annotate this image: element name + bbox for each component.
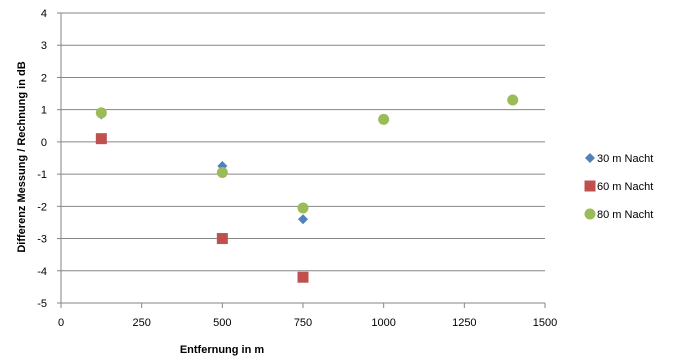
y-tick-label: 2 (41, 72, 47, 84)
x-axis-title: Entfernung in m (180, 344, 265, 356)
data-point (507, 94, 519, 106)
y-tick-label: -2 (37, 201, 47, 213)
data-point (298, 214, 308, 225)
legend-marker (584, 180, 596, 192)
series-80-m-nacht (95, 94, 519, 214)
x-tick-label: 0 (58, 317, 64, 329)
data-point (216, 233, 228, 245)
y-axis-title: Differenz Messung / Rechnung in dB (16, 61, 28, 252)
series-60-m-nacht (95, 133, 309, 283)
axis-layer: -5 -4 -3 -2 -1 0 1 2 3 4 0 250 500 750 1000 1250 1500 (37, 8, 557, 329)
legend-label: 60 m Nacht (597, 181, 653, 193)
y-tick-label: -4 (37, 266, 47, 278)
series-30-m-nacht (96, 109, 308, 225)
x-tick-label: 1500 (533, 317, 557, 329)
data-point (378, 113, 390, 125)
legend-marker (584, 208, 596, 220)
y-tick-label: 4 (41, 8, 47, 20)
x-tick-label: 250 (132, 317, 150, 329)
data-point (216, 167, 228, 178)
points-layer (95, 94, 519, 283)
y-tick-label: -5 (37, 298, 47, 310)
y-tick-label: -3 (37, 234, 47, 246)
legend-marker (585, 153, 595, 163)
legend-label: 30 m Nacht (597, 153, 653, 165)
y-tick-label: 1 (41, 105, 47, 117)
data-point (297, 202, 309, 214)
x-tick-label: 750 (294, 317, 312, 329)
x-tick-label: 1250 (452, 317, 476, 329)
x-tick-label: 500 (213, 317, 231, 329)
y-tick-label: 0 (41, 137, 47, 149)
data-point (95, 107, 107, 119)
x-tick-label: 1000 (371, 317, 395, 329)
y-tick-label: -1 (37, 169, 47, 181)
legend: 30 m Nacht 60 m Nacht 80 m Nacht (584, 153, 653, 221)
y-tick-label: 3 (41, 40, 47, 52)
data-point (95, 133, 107, 145)
grid-layer (61, 12, 545, 304)
data-point (297, 271, 309, 283)
legend-label: 80 m Nacht (597, 209, 653, 221)
